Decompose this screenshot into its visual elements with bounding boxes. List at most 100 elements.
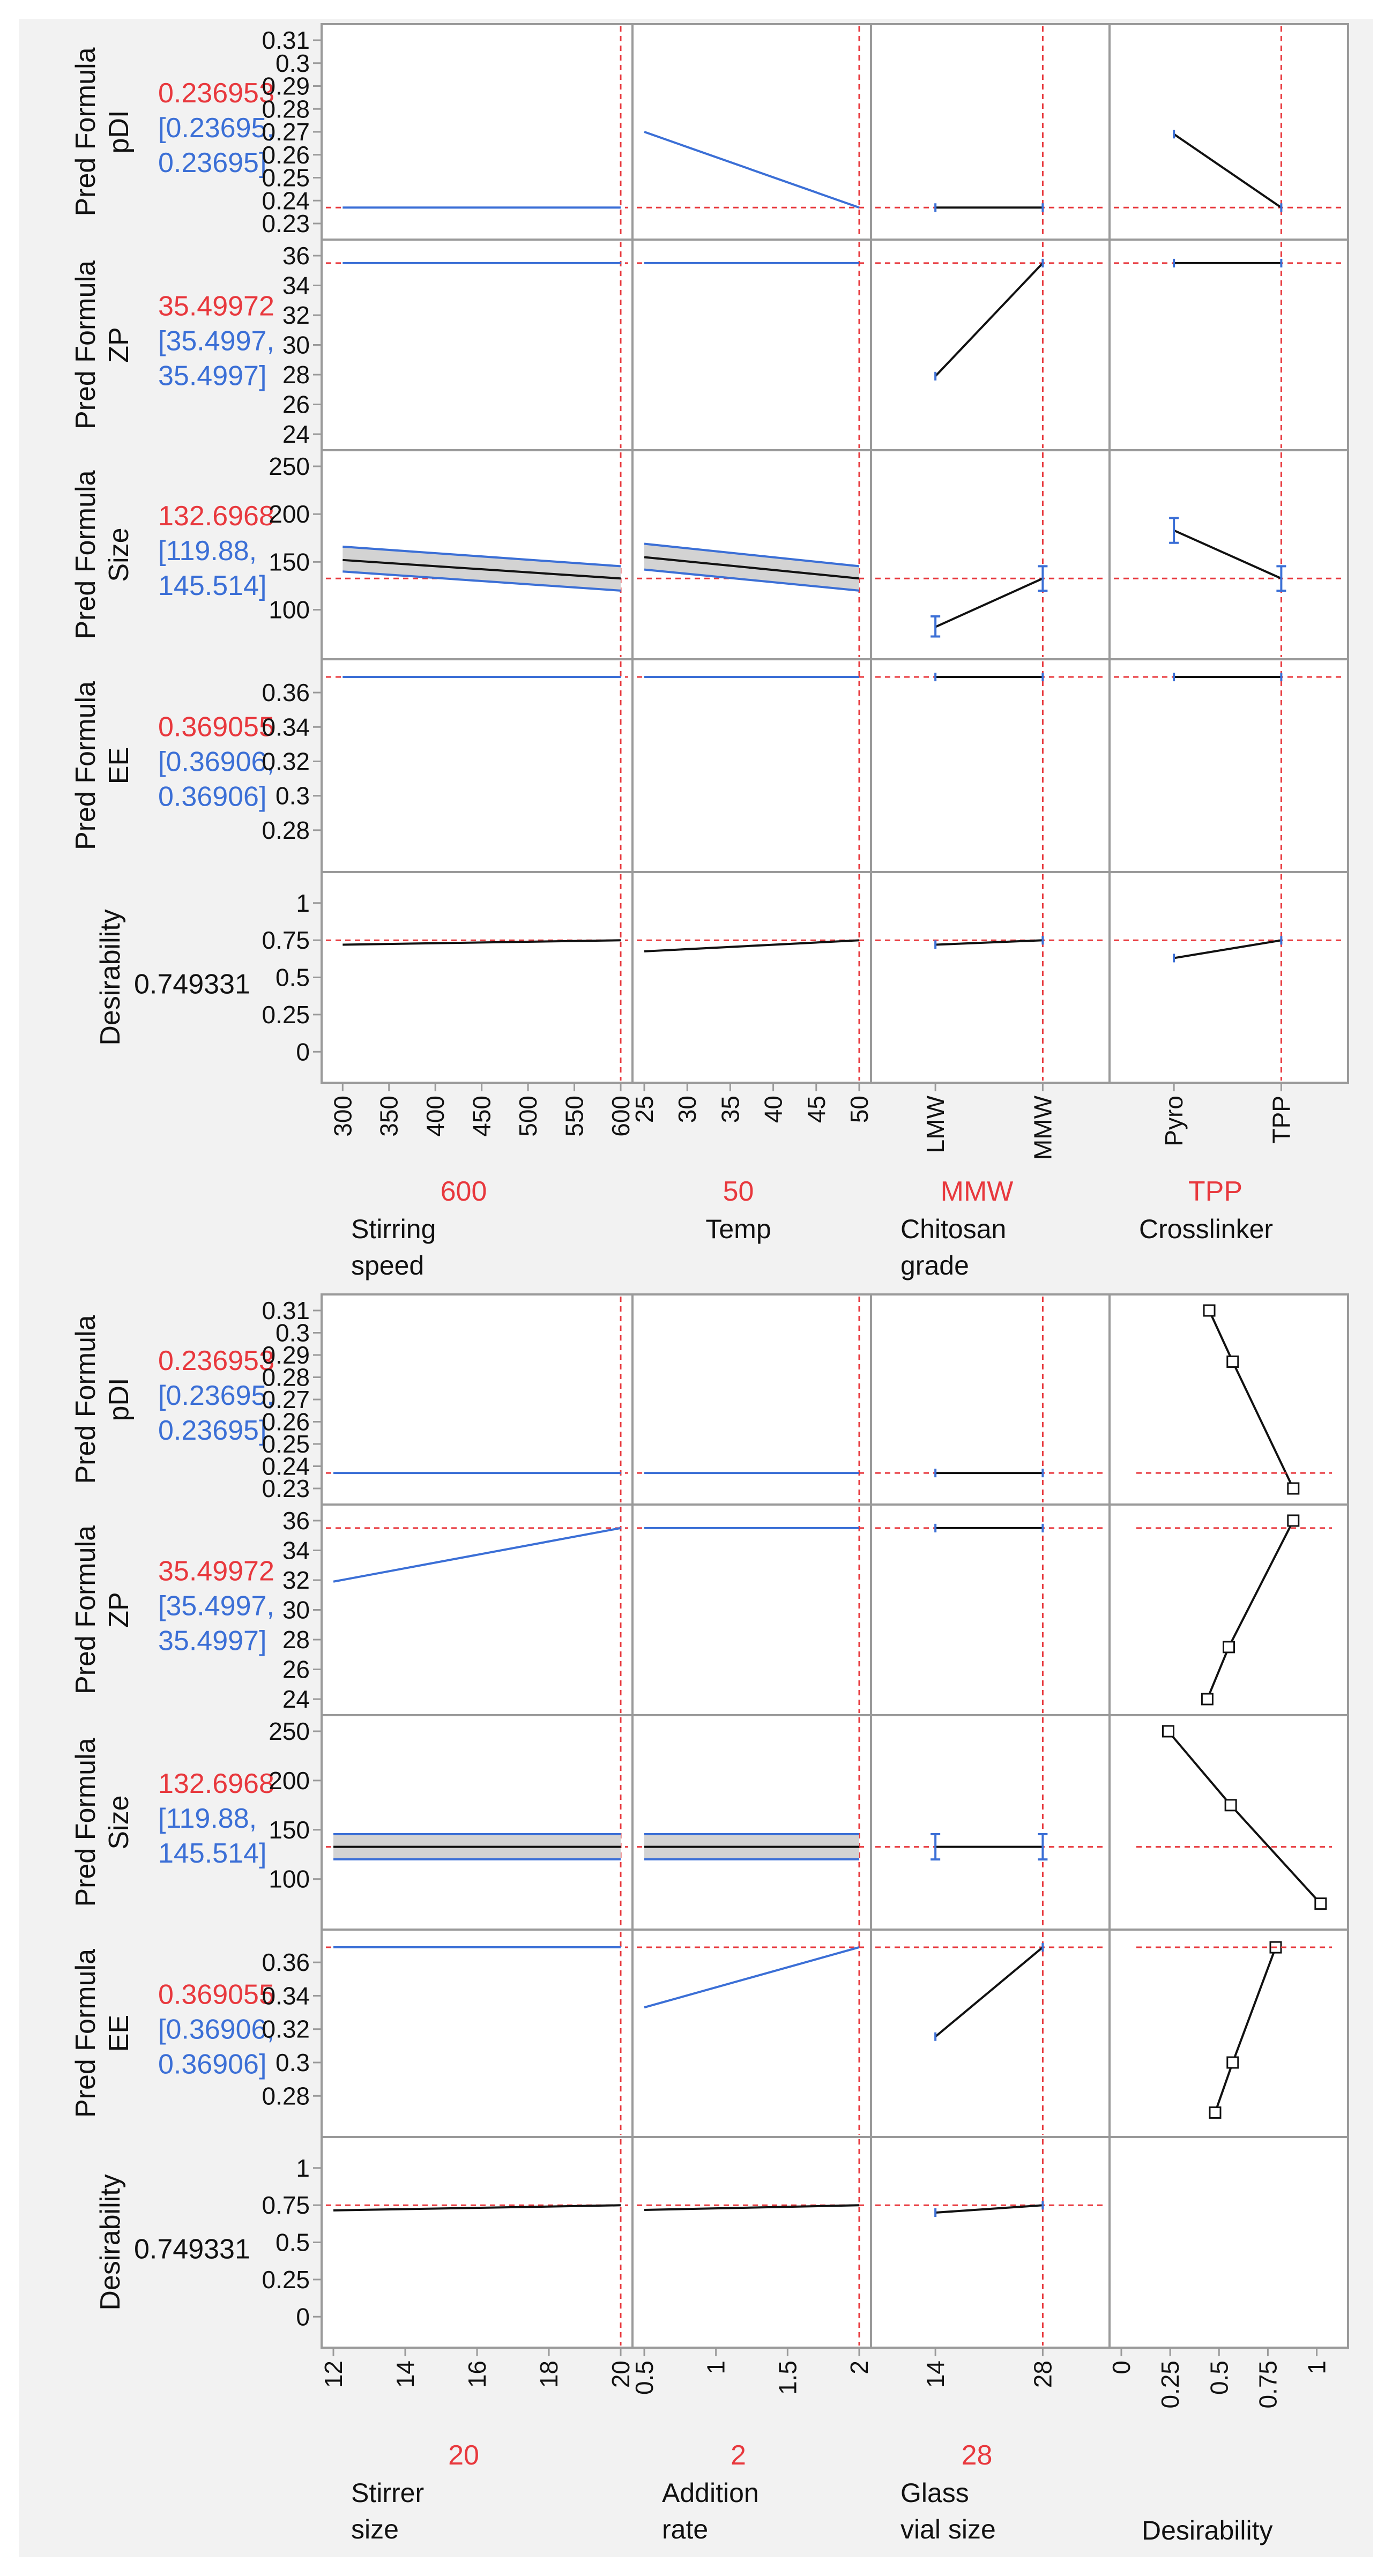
y-tick-label: 0.34	[262, 1982, 310, 2009]
predicted-value: 0.369055	[158, 712, 274, 743]
y-tick-label: 0.26	[262, 1408, 310, 1436]
y-tick-label: 0.36	[262, 679, 310, 706]
x-tick-label: 0.25	[1156, 2361, 1184, 2409]
y-tick-label: 32	[282, 301, 310, 329]
plot-cell	[631, 1503, 872, 1716]
confidence-interval-upper: 35.4997]	[158, 361, 266, 392]
plot-cell	[1108, 1503, 1349, 1716]
prediction-trace	[935, 577, 1044, 628]
y-tick-label: 0.29	[262, 72, 310, 100]
plot-cell	[631, 1929, 872, 2138]
y-tick-label: 0.32	[262, 747, 310, 775]
prediction-trace	[1173, 939, 1282, 959]
plot-cell	[1108, 1929, 1349, 2138]
plot-cell	[321, 1503, 634, 1716]
row-label-line: ZP	[103, 1592, 135, 1627]
confidence-band-lower	[343, 570, 621, 592]
plot-cell	[870, 871, 1111, 1084]
x-tick-label: LMW	[921, 1095, 949, 1153]
x-tick-label: 1	[1303, 2361, 1331, 2374]
row-label-line: Pred Formula	[70, 681, 101, 850]
plot-cell	[631, 1714, 872, 1931]
x-tick-label: MMW	[1029, 1095, 1056, 1160]
plot-cell	[1108, 23, 1349, 241]
factor-name: rate	[662, 2514, 708, 2544]
y-tick-label: 0.75	[262, 2191, 310, 2219]
y-tick-label: 0.28	[262, 95, 310, 123]
y-tick-label: 30	[282, 331, 310, 359]
row-label-line: Pred Formula	[70, 1949, 101, 2118]
factor-name: Desirability	[1142, 2515, 1273, 2545]
plot-cell	[321, 1293, 634, 1506]
x-tick-label: 14	[391, 2361, 419, 2388]
desirability-value: 0.749331	[134, 969, 250, 1000]
plot-cell	[1108, 1714, 1349, 1931]
y-tick-label: 36	[282, 1507, 310, 1535]
row-label: Pred Formula ZP	[70, 260, 135, 429]
x-tick-label: 550	[561, 1096, 589, 1137]
y-tick-label: 0.24	[262, 1453, 310, 1480]
row-label-line: pDI	[103, 110, 135, 154]
factor-name: grade	[900, 1250, 969, 1280]
row-label: Pred Formula EE	[70, 681, 135, 850]
x-tick-label: 35	[716, 1096, 744, 1123]
x-tick-label: 0.5	[1205, 2361, 1233, 2395]
x-tick-label: 300	[329, 1096, 356, 1137]
confidence-interval-lower: [35.4997,	[158, 326, 274, 357]
y-tick-label: 0	[296, 1038, 310, 1066]
x-tick-label: TPP	[1267, 1096, 1295, 1143]
y-tick-label: 1	[296, 2154, 310, 2182]
plot-cell	[321, 239, 634, 451]
confidence-band-upper	[343, 545, 621, 568]
factor-name: Temp	[705, 1214, 771, 1244]
prediction-trace	[935, 939, 1043, 946]
row-label-line: Size	[103, 1795, 135, 1849]
factor-current-value: 28	[962, 2440, 993, 2471]
factor-name: Chitosan	[900, 1214, 1006, 1244]
desirability-handle	[1224, 1799, 1237, 1812]
y-tick-label: 36	[282, 242, 310, 270]
y-tick-label: 150	[269, 1816, 310, 1844]
confidence-interval-lower: [0.23695,	[158, 113, 274, 144]
predicted-value: 35.49972	[158, 1556, 274, 1587]
y-tick-label: 0.27	[262, 1386, 310, 1413]
desirability-handle	[1162, 1725, 1174, 1738]
x-tick-label: 400	[421, 1096, 449, 1137]
factor-name: size	[351, 2514, 399, 2544]
x-tick-label: 0.75	[1254, 2361, 1282, 2409]
desirability-handle	[1209, 2106, 1222, 2119]
confidence-interval-lower: [119.88,	[158, 1803, 257, 1834]
desirability-handle	[1203, 1304, 1216, 1317]
confidence-interval-upper: 145.514]	[158, 1838, 266, 1869]
confidence-interval-upper: 145.514]	[158, 570, 266, 601]
plot-cell	[870, 449, 1111, 660]
x-tick-label: 28	[1029, 2361, 1056, 2388]
x-tick-label: 0.5	[630, 2361, 658, 2395]
y-tick-label: 0.3	[276, 2049, 310, 2076]
prediction-trace	[934, 262, 1044, 377]
prediction-trace	[644, 556, 860, 580]
row-label: Pred Formula Size	[70, 1738, 135, 1907]
row-label-line: EE	[103, 747, 135, 784]
y-tick-label: 24	[282, 1685, 310, 1713]
y-tick-label: 0.32	[262, 2015, 310, 2043]
row-label: Pred Formula Size	[70, 470, 135, 639]
plot-cell	[321, 1929, 634, 2138]
y-tick-label: 26	[282, 1656, 310, 1684]
x-tick-label: 45	[802, 1096, 830, 1123]
factor-name: Crosslinker	[1139, 1214, 1273, 1244]
x-tick-label: 0	[1107, 2361, 1135, 2374]
plot-cell	[1108, 658, 1349, 873]
y-tick-label: 0.25	[262, 2266, 310, 2294]
row-label-line: Pred Formula	[70, 260, 101, 429]
y-tick-label: 0.31	[262, 26, 310, 54]
x-tick-label: 450	[468, 1096, 496, 1137]
plot-cell	[321, 658, 634, 873]
prediction-trace	[935, 2204, 1043, 2214]
row-label-line: Size	[103, 527, 135, 582]
predicted-value: 132.6968	[158, 501, 274, 532]
x-tick-label: 50	[845, 1096, 873, 1123]
row-label-line: Desirability	[95, 2174, 126, 2310]
y-tick-label: 26	[282, 391, 310, 419]
row-label-line: pDI	[103, 1378, 135, 1421]
